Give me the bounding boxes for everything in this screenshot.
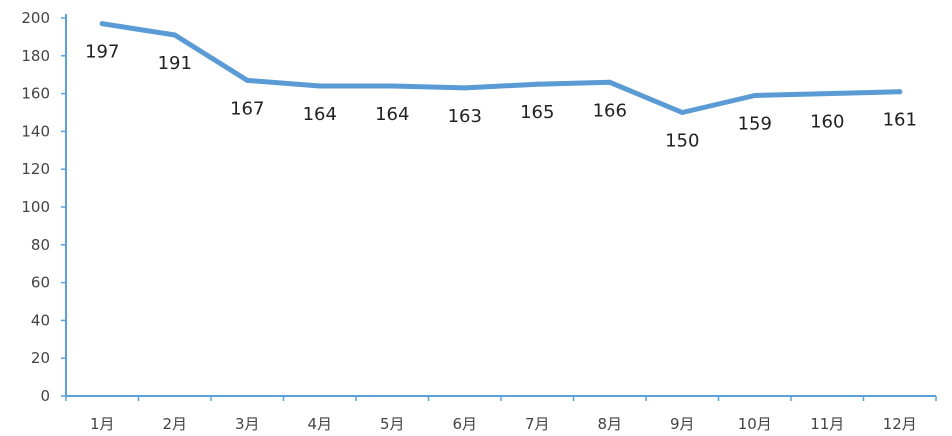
data-point — [752, 92, 758, 98]
data-point — [897, 89, 903, 95]
x-tick-label: 11月 — [810, 415, 844, 433]
y-tick-label: 20 — [31, 349, 50, 367]
series-line — [99, 21, 903, 115]
x-tick-label: 8月 — [597, 415, 622, 433]
data-label: 164 — [303, 104, 337, 125]
data-point — [389, 83, 395, 89]
y-tick-label: 0 — [40, 387, 50, 405]
x-tick-label: 5月 — [380, 415, 405, 433]
y-tick-label: 200 — [21, 9, 50, 27]
data-point — [244, 77, 250, 83]
y-tick-label: 80 — [31, 236, 50, 254]
data-point — [824, 91, 830, 97]
y-tick-label: 60 — [31, 274, 50, 292]
x-tick-label: 7月 — [525, 415, 550, 433]
data-label: 166 — [593, 100, 627, 121]
x-tick-label: 2月 — [162, 415, 187, 433]
x-tick-label: 12月 — [883, 415, 917, 433]
x-axis: 1月 2月 3月 4月 5月 6月 7月 8月 9月 10月 11月 12月 — [65, 395, 937, 433]
series — [99, 21, 903, 115]
x-tick-label: 9月 — [670, 415, 695, 433]
data-label: 167 — [230, 98, 264, 119]
data-point — [317, 83, 323, 89]
data-label: 150 — [665, 131, 699, 152]
x-tick-label: 10月 — [738, 415, 772, 433]
y-tick-label: 160 — [21, 85, 50, 103]
x-tick-label: 4月 — [307, 415, 332, 433]
data-point — [534, 81, 540, 87]
y-tick-label: 100 — [21, 198, 50, 216]
x-tick-label: 3月 — [235, 415, 260, 433]
y-tick-label: 40 — [31, 311, 50, 329]
y-tick-label: 180 — [21, 47, 50, 65]
data-label: 161 — [883, 110, 917, 131]
y-tick-label: 120 — [21, 160, 50, 178]
data-point — [462, 85, 468, 91]
data-point — [679, 110, 685, 115]
data-label: 191 — [158, 53, 192, 74]
data-point — [607, 79, 613, 85]
y-axis: 0 20 40 60 80 100 120 140 160 180 200 — [21, 9, 67, 405]
y-tick-label: 140 — [21, 122, 50, 140]
data-point — [172, 32, 178, 38]
data-label: 163 — [448, 106, 482, 127]
data-point — [99, 21, 105, 27]
data-label: 165 — [520, 102, 554, 123]
data-label: 197 — [85, 42, 119, 63]
data-label: 160 — [810, 112, 844, 133]
data-label: 164 — [375, 104, 409, 125]
data-labels: 197 191 167 164 164 163 165 166 150 159 160 161 — [85, 42, 917, 152]
x-tick-label: 6月 — [452, 415, 477, 433]
data-label: 159 — [738, 113, 772, 134]
x-tick-label: 1月 — [90, 415, 115, 433]
